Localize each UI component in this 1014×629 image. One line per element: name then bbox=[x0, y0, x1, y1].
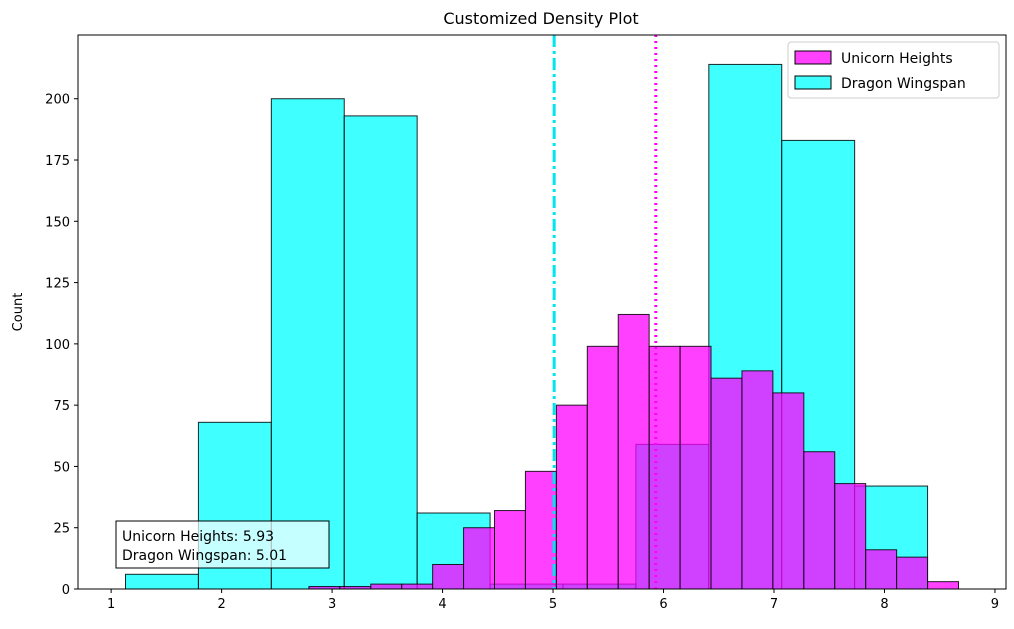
x-tick-label: 7 bbox=[770, 597, 778, 612]
mean-lines bbox=[552, 35, 658, 589]
dragon-wingspan-bar-2 bbox=[270, 98, 345, 590]
dragon-wingspan-bar-3 bbox=[343, 115, 418, 590]
unicorn-heights-bar-10 bbox=[617, 313, 650, 590]
mean-annotation-box: Unicorn Heights: 5.93 Dragon Wingspan: 5.… bbox=[115, 520, 330, 569]
unicorn-heights-bar-2 bbox=[370, 583, 403, 590]
x-tick-label: 2 bbox=[217, 597, 225, 612]
unicorn-heights-bar-14 bbox=[741, 370, 774, 590]
y-axis-title: Count bbox=[11, 293, 26, 332]
x-tick-label: 3 bbox=[328, 597, 336, 612]
legend-label-dragon-wingspan: Dragon Wingspan bbox=[841, 76, 966, 92]
x-tick-label: 1 bbox=[107, 597, 115, 612]
unicorn-heights-bar-17 bbox=[834, 483, 867, 590]
unicorn-heights-bar-16 bbox=[803, 451, 836, 590]
unicorn-heights-bars bbox=[308, 313, 959, 590]
x-tick-label: 6 bbox=[659, 597, 667, 612]
y-tick-label: 125 bbox=[45, 277, 70, 292]
unicorn-heights-bar-20 bbox=[927, 581, 959, 590]
chart-title: Customized Density Plot bbox=[443, 9, 638, 28]
annotation-dragon-mean: Dragon Wingspan: 5.01 bbox=[122, 548, 287, 564]
unicorn-heights-bar-13 bbox=[710, 377, 743, 590]
legend-label-unicorn-heights: Unicorn Heights bbox=[841, 51, 953, 67]
y-tick-label: 150 bbox=[45, 215, 70, 230]
unicorn-heights-bar-7 bbox=[524, 470, 557, 590]
unicorn-heights-bar-15 bbox=[772, 392, 805, 590]
x-tick-label: 9 bbox=[991, 597, 999, 612]
legend-swatch-dragon-wingspan bbox=[794, 75, 832, 90]
y-tick-label: 25 bbox=[53, 522, 70, 537]
x-tick-label: 8 bbox=[880, 597, 888, 612]
y-tick-label: 50 bbox=[53, 460, 70, 475]
y-tick-label: 0 bbox=[62, 583, 70, 598]
unicorn-heights-bar-5 bbox=[463, 527, 495, 590]
y-axis: 0 25 50 75 100 125 150 175 200 bbox=[45, 93, 78, 598]
y-tick-label: 75 bbox=[53, 399, 70, 414]
x-axis: 1 2 3 4 5 6 7 8 9 bbox=[107, 589, 999, 612]
unicorn-heights-bar-19 bbox=[896, 556, 929, 590]
unicorn-heights-bar-18 bbox=[865, 549, 898, 590]
annotation-unicorn-mean: Unicorn Heights: 5.93 bbox=[122, 529, 274, 545]
dragon-wingspan-bar-0 bbox=[125, 573, 199, 590]
legend: Unicorn Heights Dragon Wingspan bbox=[787, 41, 1000, 99]
y-tick-label: 200 bbox=[45, 93, 70, 108]
y-tick-label: 100 bbox=[45, 338, 70, 353]
x-tick-label: 4 bbox=[438, 597, 446, 612]
legend-box bbox=[787, 41, 1000, 99]
x-tick-label: 5 bbox=[549, 597, 557, 612]
unicorn-heights-bar-4 bbox=[432, 563, 465, 590]
unicorn-heights-bar-11 bbox=[648, 345, 681, 590]
unicorn-heights-bar-12 bbox=[679, 345, 712, 590]
legend-swatch-unicorn-heights bbox=[794, 50, 832, 65]
unicorn-heights-bar-9 bbox=[586, 345, 619, 590]
annotation-box bbox=[115, 520, 330, 569]
unicorn-heights-bar-3 bbox=[401, 583, 434, 590]
plot-area-frame bbox=[77, 34, 1007, 590]
unicorn-heights-bar-6 bbox=[493, 510, 526, 590]
y-tick-label: 175 bbox=[45, 154, 70, 169]
unicorn-heights-bar-8 bbox=[555, 404, 588, 590]
